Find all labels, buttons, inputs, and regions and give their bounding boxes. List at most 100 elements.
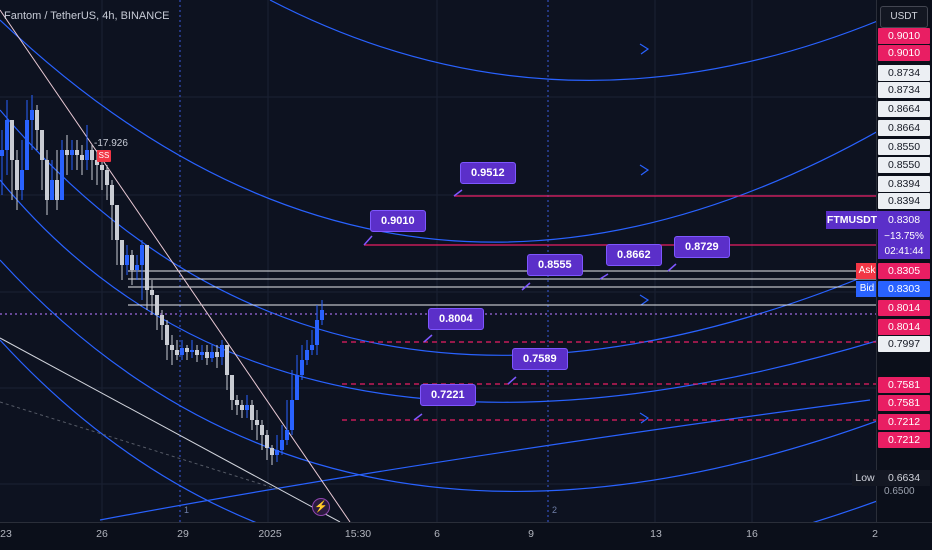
candle-body xyxy=(315,320,319,345)
candle-body xyxy=(280,440,284,450)
annotation-label[interactable]: 0.8662 xyxy=(606,244,662,266)
candle-body xyxy=(10,120,14,160)
annotation-label[interactable]: 0.7589 xyxy=(512,348,568,370)
time-label: 2025 xyxy=(258,528,282,540)
candle-body xyxy=(240,405,244,410)
candle-body xyxy=(250,405,254,420)
candle-body xyxy=(265,435,269,448)
ask-price: 0.8305 xyxy=(878,263,930,279)
signal-tag[interactable]: SS xyxy=(97,150,111,162)
annotation-label[interactable]: 0.9512 xyxy=(460,162,516,184)
candle-body xyxy=(5,120,9,150)
candle-body xyxy=(75,150,79,155)
candle-body xyxy=(255,420,259,425)
price-label: 0.9010 xyxy=(878,45,930,61)
candle-body xyxy=(160,315,164,325)
lightning-icon[interactable]: ⚡ xyxy=(312,498,330,516)
info-symbol: FTMUSDT xyxy=(826,211,878,229)
candle-body xyxy=(295,375,299,400)
session-marker: 2 xyxy=(552,505,558,515)
annotation-label[interactable]: 0.8004 xyxy=(428,308,484,330)
price-label: 0.8664 xyxy=(878,101,930,117)
candles xyxy=(0,95,324,465)
candle-body xyxy=(195,350,199,355)
candle-body xyxy=(215,352,219,357)
candle-body xyxy=(260,425,264,435)
candle-body xyxy=(185,348,189,352)
candle-body xyxy=(230,375,234,400)
fib-arcs xyxy=(0,0,880,522)
candle-body xyxy=(125,255,129,265)
session-marker: 1 xyxy=(184,505,190,515)
candle-body xyxy=(60,150,64,200)
price-label: 0.7581 xyxy=(878,377,930,393)
candle-body xyxy=(15,160,19,190)
candle-body xyxy=(180,348,184,355)
time-label: 13 xyxy=(650,528,662,540)
candle-body xyxy=(90,150,94,160)
trend-line-dashed xyxy=(0,401,281,491)
price-label: 0.9010 xyxy=(878,28,930,44)
candle-body xyxy=(275,450,279,455)
candle-body xyxy=(50,180,54,200)
low-price: 0.6634 xyxy=(878,470,930,486)
indicator-value: -17.926 xyxy=(94,138,128,149)
candle-body xyxy=(300,360,304,375)
candle-body xyxy=(85,150,89,160)
candle-body xyxy=(190,350,194,352)
time-label: 26 xyxy=(96,528,108,540)
info-price: 0.8308 xyxy=(878,211,930,229)
time-label: 15:30 xyxy=(344,528,372,540)
candle-body xyxy=(165,325,169,345)
price-label: 0.8014 xyxy=(878,319,930,335)
time-label: 2 xyxy=(872,528,878,540)
candle-body xyxy=(320,310,324,320)
chart-canvas[interactable] xyxy=(0,0,880,522)
time-label: 6 xyxy=(434,528,440,540)
candle-body xyxy=(210,352,214,358)
price-label: 0.8550 xyxy=(878,157,930,173)
currency-button[interactable]: USDT xyxy=(880,6,928,28)
annotation-label[interactable]: 0.8729 xyxy=(674,236,730,258)
candle-body xyxy=(110,185,114,205)
downtrend-line xyxy=(0,9,351,522)
candle-body xyxy=(120,240,124,265)
symbol-info-box[interactable]: FTMUSDT 0.8308 −13.75% 02:41:44 xyxy=(826,211,930,259)
annotation-label[interactable]: 0.8555 xyxy=(527,254,583,276)
candle-body xyxy=(175,350,179,355)
candle-body xyxy=(225,345,229,375)
candle-body xyxy=(25,120,29,170)
price-label: 0.7997 xyxy=(878,336,930,352)
candle-body xyxy=(135,265,139,270)
time-axis[interactable] xyxy=(0,522,932,550)
annotation-label[interactable]: 0.7221 xyxy=(420,384,476,406)
price-label: 0.8734 xyxy=(878,82,930,98)
candle-body xyxy=(30,110,34,120)
time-label: 9 xyxy=(528,528,534,540)
price-label: 0.8664 xyxy=(878,120,930,136)
candle-body xyxy=(95,160,99,165)
price-label: 0.8734 xyxy=(878,65,930,81)
candle-body xyxy=(155,295,159,315)
candle-body xyxy=(170,345,174,350)
candle-body xyxy=(45,160,49,200)
candle-body xyxy=(270,448,274,455)
candle-body xyxy=(40,130,44,160)
price-label: 0.7212 xyxy=(878,432,930,448)
candle-body xyxy=(55,180,59,200)
annotation-pointers xyxy=(363,189,677,421)
candle-body xyxy=(115,205,119,240)
candle-body xyxy=(0,150,4,156)
candle-body xyxy=(290,400,294,430)
price-label: 0.8394 xyxy=(878,193,930,209)
candle-body xyxy=(205,352,209,358)
candle-body xyxy=(100,165,104,170)
price-label: 0.8014 xyxy=(878,300,930,316)
info-countdown: 02:41:44 xyxy=(878,244,930,259)
annotation-label[interactable]: 0.9010 xyxy=(370,210,426,232)
trend-line xyxy=(0,337,341,522)
candle-body xyxy=(80,155,84,160)
candle-body xyxy=(220,345,224,357)
bid-price: 0.8303 xyxy=(878,281,930,297)
chart-area[interactable]: Fantom / TetherUS, 4h, BINANCE -17.926 S… xyxy=(0,0,880,522)
